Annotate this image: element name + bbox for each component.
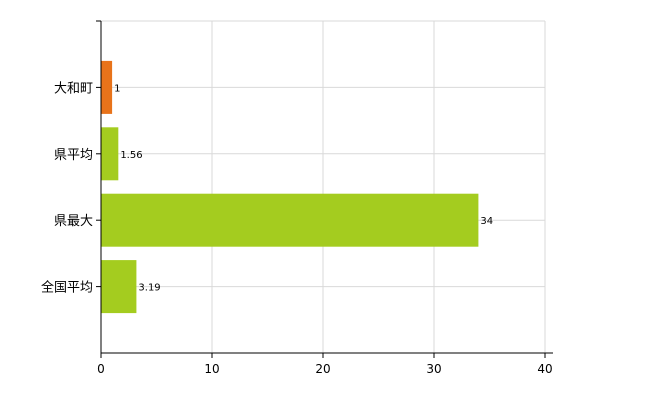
bars bbox=[101, 60, 479, 314]
bar bbox=[101, 60, 113, 114]
grid-lines bbox=[101, 20, 546, 353]
category-label: 県平均 bbox=[54, 148, 93, 163]
labels: 1 大和町 1.56 県平均 34 県最大 3.19 全国平均 0 10 20 30 40 bbox=[41, 81, 553, 376]
x-tick-label: 30 bbox=[426, 362, 441, 376]
category-label: 全国平均 bbox=[41, 280, 93, 296]
x-tick-label: 10 bbox=[204, 362, 219, 376]
axes bbox=[96, 20, 553, 358]
x-tick-label: 20 bbox=[315, 362, 330, 376]
bar bbox=[101, 260, 137, 314]
data-label: 3.19 bbox=[138, 283, 160, 294]
bar bbox=[101, 127, 119, 181]
x-tick-label: 40 bbox=[537, 362, 552, 376]
category-label: 大和町 bbox=[54, 81, 93, 96]
data-label: 1 bbox=[114, 83, 120, 94]
x-tick-label: 0 bbox=[97, 362, 105, 376]
bar bbox=[101, 193, 479, 247]
data-label: 34 bbox=[480, 216, 493, 227]
category-label: 県最大 bbox=[54, 214, 93, 229]
data-label: 1.56 bbox=[120, 150, 142, 161]
